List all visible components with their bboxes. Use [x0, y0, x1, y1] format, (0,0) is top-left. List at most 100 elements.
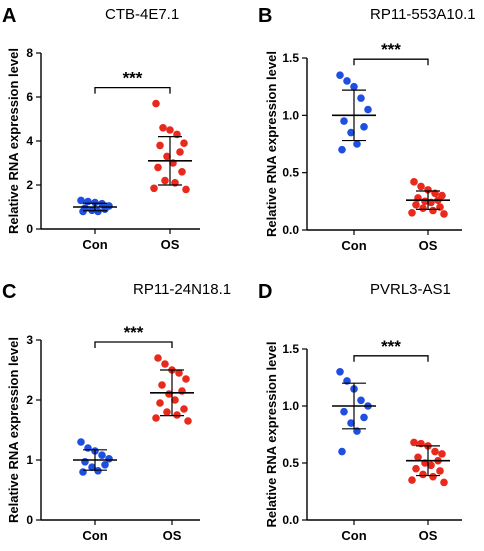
- data-point: [77, 438, 85, 446]
- chart-panel-c: C RP11-24N18.1 Relative RNA expression lev…: [2, 281, 231, 543]
- data-point: [163, 152, 171, 161]
- chart-title: PVRL3-AS1: [370, 281, 451, 298]
- data-point: [175, 369, 183, 377]
- chart-title: CTB-4E7.1: [105, 6, 179, 23]
- data-point: [154, 354, 162, 362]
- data-point: [427, 461, 435, 470]
- y-tick-label: 1.5: [282, 51, 299, 65]
- chart-title: RP11-553A10.1: [370, 6, 476, 23]
- data-point: [156, 399, 164, 407]
- data-point: [94, 207, 102, 216]
- data-point: [154, 163, 162, 172]
- significance-bracket: [353, 355, 429, 362]
- data-point: [77, 196, 85, 205]
- data-point: [182, 185, 190, 194]
- data-point: [431, 447, 439, 456]
- data-point: [350, 82, 358, 91]
- y-tick-label: 2: [26, 178, 33, 192]
- y-tick-label: 0.5: [282, 166, 299, 180]
- data-point: [161, 176, 169, 185]
- data-point: [182, 375, 190, 383]
- data-point: [419, 204, 427, 213]
- chart-title: RP11-24N18.1: [133, 281, 231, 298]
- y-tick-label: 4: [26, 134, 33, 148]
- data-point: [150, 184, 158, 193]
- data-point: [424, 186, 432, 194]
- data-point: [410, 438, 418, 447]
- data-point: [417, 182, 425, 191]
- data-point: [340, 117, 348, 125]
- data-point: [159, 124, 167, 132]
- significance-bracket: [94, 86, 171, 94]
- data-point: [338, 145, 346, 154]
- data-point: [178, 168, 186, 176]
- y-tick-label: 0.0: [282, 223, 299, 237]
- data-point: [408, 209, 416, 217]
- data-point: [84, 197, 92, 206]
- data-point: [156, 141, 164, 150]
- y-tick-label: 8: [26, 46, 33, 60]
- chart-panel-d: D PVRL3-AS1 Relative RNA expression level 0…: [258, 281, 462, 543]
- y-tick-label: 0: [26, 222, 33, 236]
- significance-stars: ***: [124, 323, 144, 342]
- panel-letter: D: [258, 281, 272, 303]
- data-point: [429, 472, 437, 481]
- data-point: [98, 451, 106, 460]
- y-tick-label: 0.0: [282, 513, 299, 527]
- data-point: [171, 396, 179, 404]
- data-point: [336, 368, 344, 376]
- significance-stars: ***: [381, 40, 401, 59]
- data-point: [338, 447, 346, 456]
- y-tick-label: 1: [26, 453, 33, 467]
- data-point: [360, 413, 368, 422]
- data-point: [88, 463, 96, 472]
- x-tick-label: OS: [161, 237, 180, 252]
- data-point: [184, 417, 192, 425]
- significance-stars: ***: [123, 69, 143, 88]
- data-point: [161, 360, 169, 368]
- chart-panel-a: A CTB-4E7.1 Relative RNA expression level 0…: [2, 5, 200, 252]
- x-tick-label: Con: [82, 528, 107, 543]
- data-point: [440, 210, 448, 218]
- data-point: [408, 476, 416, 484]
- data-point: [180, 139, 188, 147]
- y-axis-label: Relative RNA expression level: [264, 342, 279, 528]
- data-point: [438, 450, 446, 458]
- x-tick-label: OS: [419, 238, 438, 253]
- y-tick-label: 2: [26, 393, 33, 407]
- data-point: [81, 458, 89, 466]
- data-point: [412, 200, 420, 209]
- y-tick-label: 0.5: [282, 456, 299, 470]
- y-axis-label: Relative RNA expression level: [264, 51, 279, 237]
- significance-bracket: [94, 341, 173, 348]
- y-axis-label: Relative RNA expression level: [6, 48, 21, 234]
- data-point: [336, 71, 344, 79]
- y-tick-label: 6: [26, 90, 33, 104]
- x-tick-label: Con: [341, 528, 366, 543]
- data-point: [357, 94, 365, 102]
- data-point: [101, 461, 109, 469]
- y-tick-label: 0: [26, 513, 33, 527]
- significance-stars: ***: [381, 337, 401, 356]
- data-point: [440, 478, 448, 487]
- x-tick-label: OS: [163, 528, 182, 543]
- data-point: [436, 467, 444, 475]
- y-tick-label: 1.5: [282, 342, 299, 356]
- data-point: [412, 464, 420, 473]
- x-tick-label: Con: [82, 237, 107, 252]
- chart-panel-b: B RP11-553A10.1 Relative RNA expression le…: [258, 5, 476, 253]
- data-point: [353, 140, 361, 148]
- data-point: [152, 99, 160, 108]
- data-point: [429, 206, 437, 215]
- data-point: [347, 419, 355, 427]
- y-tick-label: 1.0: [282, 399, 299, 413]
- data-point: [178, 387, 186, 395]
- data-point: [152, 414, 160, 422]
- data-point: [79, 207, 87, 216]
- data-point: [347, 128, 355, 137]
- data-point: [357, 396, 365, 405]
- x-tick-label: Con: [341, 238, 366, 253]
- data-point: [166, 126, 174, 134]
- data-point: [180, 405, 188, 413]
